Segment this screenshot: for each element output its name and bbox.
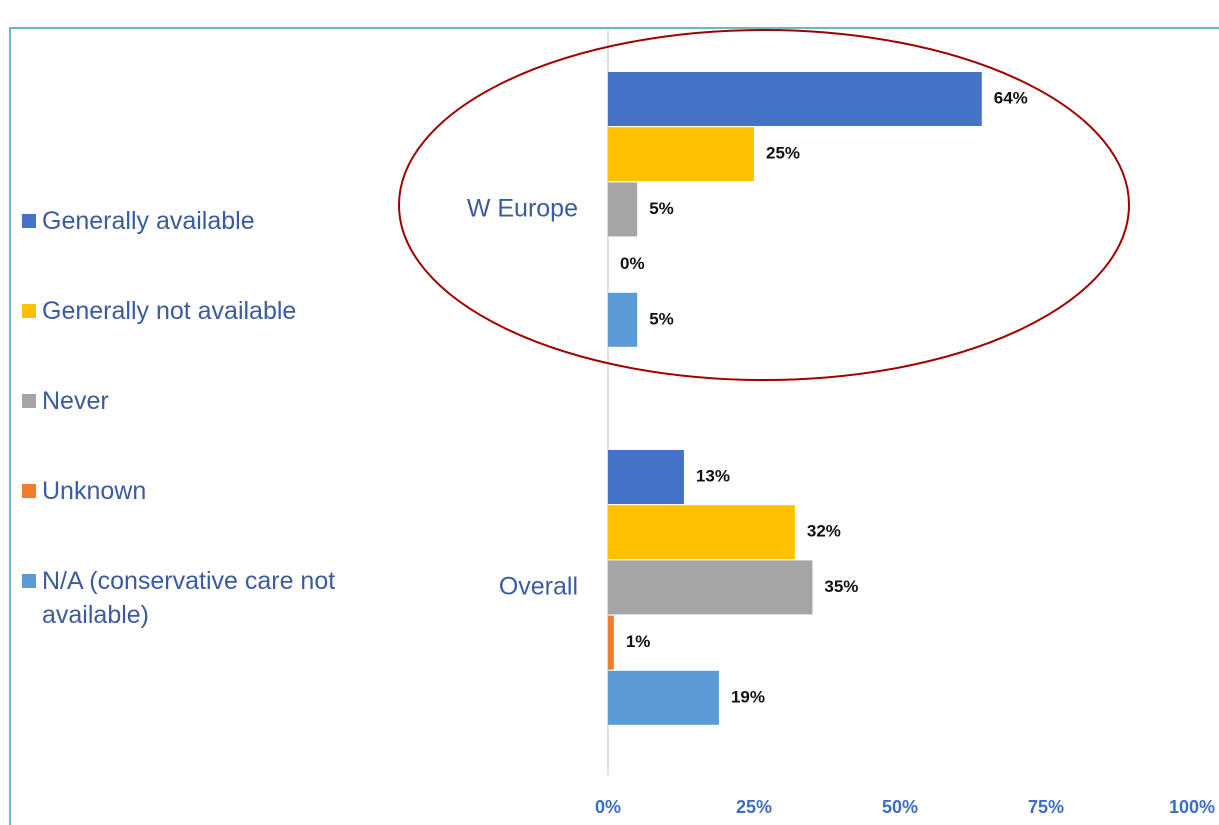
legend-label: Generally not available (42, 297, 297, 325)
legend-swatch (22, 484, 36, 498)
bar (608, 505, 795, 560)
legend-swatch (22, 304, 36, 318)
bar (608, 450, 684, 504)
bar (608, 670, 719, 725)
value-label: 13% (696, 466, 730, 485)
legend-label: Generally available (42, 207, 255, 235)
category-label: Overall (499, 573, 578, 601)
legend-swatch (22, 214, 36, 228)
bar (608, 182, 638, 237)
category-label: W Europe (467, 195, 578, 223)
value-label: 5% (649, 309, 674, 328)
legend-item: Generally not available (22, 294, 342, 328)
frame (9, 27, 1219, 825)
highlight-ellipse (398, 29, 1130, 381)
legend-swatch (22, 394, 36, 408)
bar (608, 72, 982, 126)
x-tick-label: 100% (1169, 797, 1215, 817)
legend-label: Never (42, 387, 109, 415)
legend-item: N/A (conservative care not available) (22, 564, 342, 632)
legend-label: Unknown (42, 477, 147, 505)
legend-item: Unknown (22, 474, 342, 508)
value-label: 5% (649, 199, 674, 218)
bar (608, 292, 638, 347)
x-tick-label: 0% (595, 797, 621, 817)
legend-swatch (22, 574, 36, 588)
legend-item: Never (22, 384, 342, 418)
bar (608, 615, 614, 670)
x-tick-label: 50% (882, 797, 918, 817)
bar (608, 560, 813, 615)
x-tick-label: 25% (736, 797, 772, 817)
value-label: 32% (807, 522, 841, 541)
value-label: 25% (766, 144, 800, 163)
value-label: 35% (824, 577, 858, 596)
value-label: 0% (620, 254, 645, 273)
bar (608, 127, 754, 182)
legend-item: Generally available (22, 204, 342, 238)
legend-label: N/A (conservative care not available) (42, 567, 336, 629)
value-label: 64% (994, 88, 1028, 107)
x-tick-label: 75% (1028, 797, 1064, 817)
value-label: 1% (626, 632, 651, 651)
value-label: 19% (731, 687, 765, 706)
